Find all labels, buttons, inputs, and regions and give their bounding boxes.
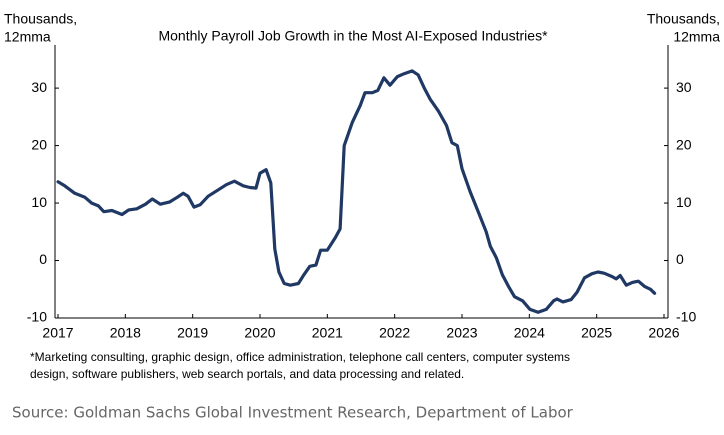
y-axis-label: Thousands,: [4, 11, 77, 27]
y2-tick-label: -10: [676, 309, 696, 325]
y2-tick-label: 30: [676, 79, 692, 95]
x-tick-label: 2021: [312, 325, 343, 341]
source: Source: Goldman Sachs Global Investment …: [12, 404, 574, 422]
y2-tick-label: 0: [676, 251, 684, 267]
y2-axis-label: Thousands,: [647, 11, 720, 27]
chart-title: Monthly Payroll Job Growth in the Most A…: [158, 28, 548, 44]
data-line: [56, 69, 657, 314]
y2-tick-label: 20: [676, 136, 692, 152]
y-axis-label: 12mma: [4, 29, 51, 45]
x-tick-label: 2025: [581, 325, 612, 341]
x-tick-label: 2024: [514, 325, 545, 341]
y-tick-label: 10: [31, 194, 47, 210]
y2-axis-label: 12mma: [673, 29, 720, 45]
x-tick-label: 2023: [446, 325, 477, 341]
x-tick-label: 2018: [110, 325, 141, 341]
x-tick-label: 2026: [648, 325, 679, 341]
y-tick-label: 20: [31, 136, 47, 152]
x-tick-label: 2020: [244, 325, 275, 341]
y-tick-label: 30: [31, 79, 47, 95]
y2-tick-label: 10: [676, 194, 692, 210]
x-tick-label: 2019: [177, 325, 208, 341]
footnote: design, software publishers, web search …: [30, 367, 464, 381]
y-tick-label: 0: [39, 251, 47, 267]
x-tick-label: 2017: [42, 325, 73, 341]
footnote: *Marketing consulting, graphic design, o…: [30, 350, 570, 364]
x-tick-label: 2022: [379, 325, 410, 341]
y-tick-label: -10: [27, 309, 47, 325]
